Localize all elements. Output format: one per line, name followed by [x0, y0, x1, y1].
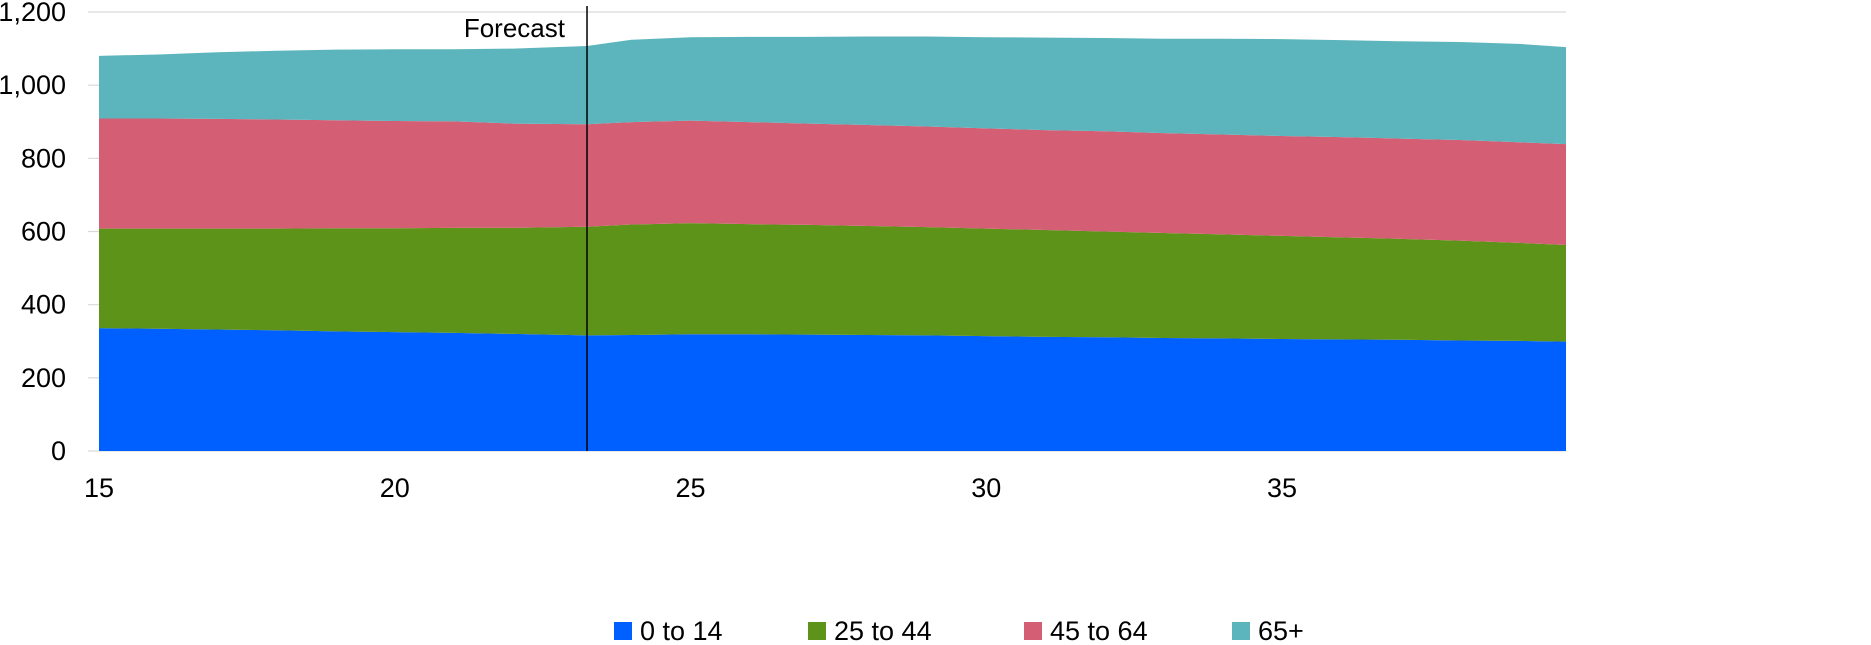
x-tick-label: 35: [1267, 473, 1297, 503]
area-series-25-to-44: [99, 223, 1566, 342]
area-series-0-to-14: [99, 328, 1566, 451]
y-tick-label: 800: [21, 143, 66, 173]
y-tick-label: 0: [51, 436, 66, 466]
x-axis: 15 20 25 30 35: [84, 473, 1297, 503]
legend-label: 45 to 64: [1050, 616, 1148, 645]
legend-item-65: 65+: [1232, 616, 1304, 645]
legend-item-45-to-64: 45 to 64: [1024, 616, 1148, 645]
y-tick-label: 1,000: [0, 70, 66, 100]
legend-item-25-to-44: 25 to 44: [808, 616, 932, 645]
legend-swatch: [808, 622, 826, 640]
area-series-group: [99, 36, 1566, 451]
legend-label: 0 to 14: [640, 616, 723, 645]
y-tick-label: 600: [21, 217, 66, 247]
legend-swatch: [1232, 622, 1250, 640]
y-axis: 0 200 400 600 800 1,000 1,200: [0, 0, 66, 466]
area-series-45-to-64: [99, 118, 1566, 246]
legend-swatch: [1024, 622, 1042, 640]
y-tick-label: 400: [21, 290, 66, 320]
forecast-label: Forecast: [464, 13, 566, 43]
x-tick-label: 25: [676, 473, 706, 503]
y-tick-label: 1,200: [0, 0, 66, 27]
forecast-annotation: Forecast: [464, 6, 588, 451]
legend-label: 65+: [1258, 616, 1304, 645]
x-tick-label: 15: [84, 473, 114, 503]
x-tick-label: 30: [971, 473, 1001, 503]
legend: 0 to 14 25 to 44 45 to 64 65+: [614, 616, 1304, 645]
legend-item-0-to-14: 0 to 14: [614, 616, 723, 645]
area-series-65: [99, 36, 1566, 145]
legend-label: 25 to 44: [834, 616, 932, 645]
y-tick-label: 200: [21, 363, 66, 393]
legend-swatch: [614, 622, 632, 640]
x-tick-label: 20: [380, 473, 410, 503]
